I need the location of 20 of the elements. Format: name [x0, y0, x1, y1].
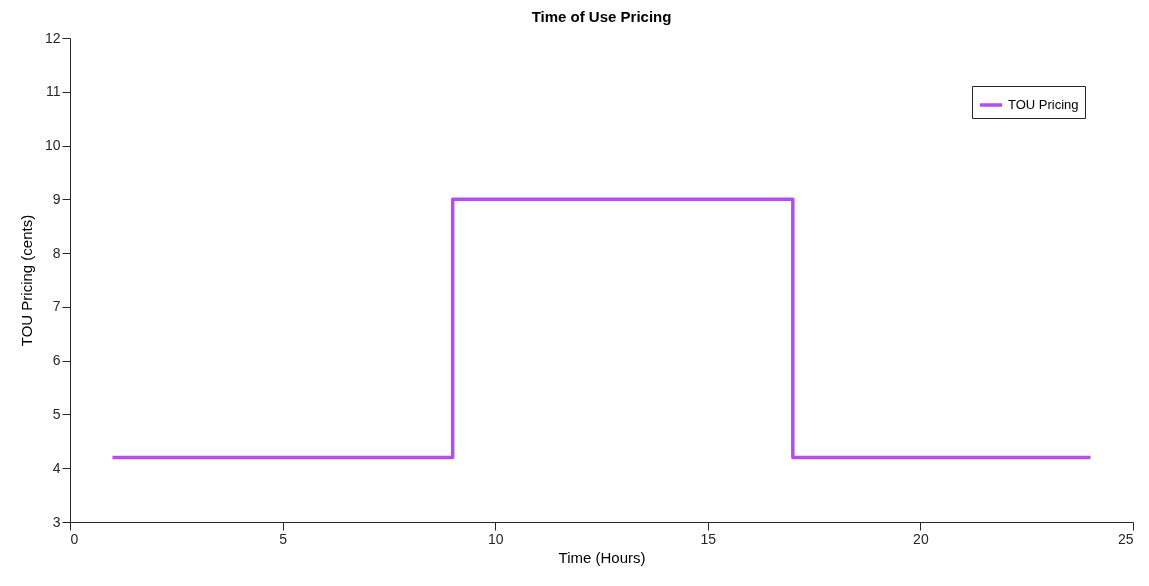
- chart-title: Time of Use Pricing: [531, 8, 672, 25]
- y-tick-label: 11: [45, 83, 61, 100]
- x-tick-label: 25: [1117, 530, 1134, 547]
- y-tick-label: 7: [52, 298, 61, 315]
- y-axis-title: TOU Pricing (cents): [17, 214, 35, 347]
- y-tick-label: 3: [52, 513, 61, 530]
- y-tick-label: 4: [52, 459, 61, 476]
- y-tick-label: 12: [44, 29, 61, 46]
- y-tick-label: 9: [52, 190, 61, 207]
- y-tick-label: 10: [44, 137, 61, 154]
- x-tick-label: 0: [70, 530, 79, 547]
- x-tick-label: 5: [279, 530, 288, 547]
- x-tick-label: 20: [913, 530, 929, 547]
- y-tick-label: 6: [52, 352, 61, 369]
- legend-label: TOU Pricing: [1008, 97, 1079, 112]
- x-tick-label: 10: [487, 530, 504, 547]
- y-tick-label: 5: [52, 405, 61, 422]
- y-tick-label: 8: [52, 244, 61, 261]
- x-tick-label: 15: [700, 530, 717, 547]
- x-axis-title: Time (Hours): [558, 548, 646, 566]
